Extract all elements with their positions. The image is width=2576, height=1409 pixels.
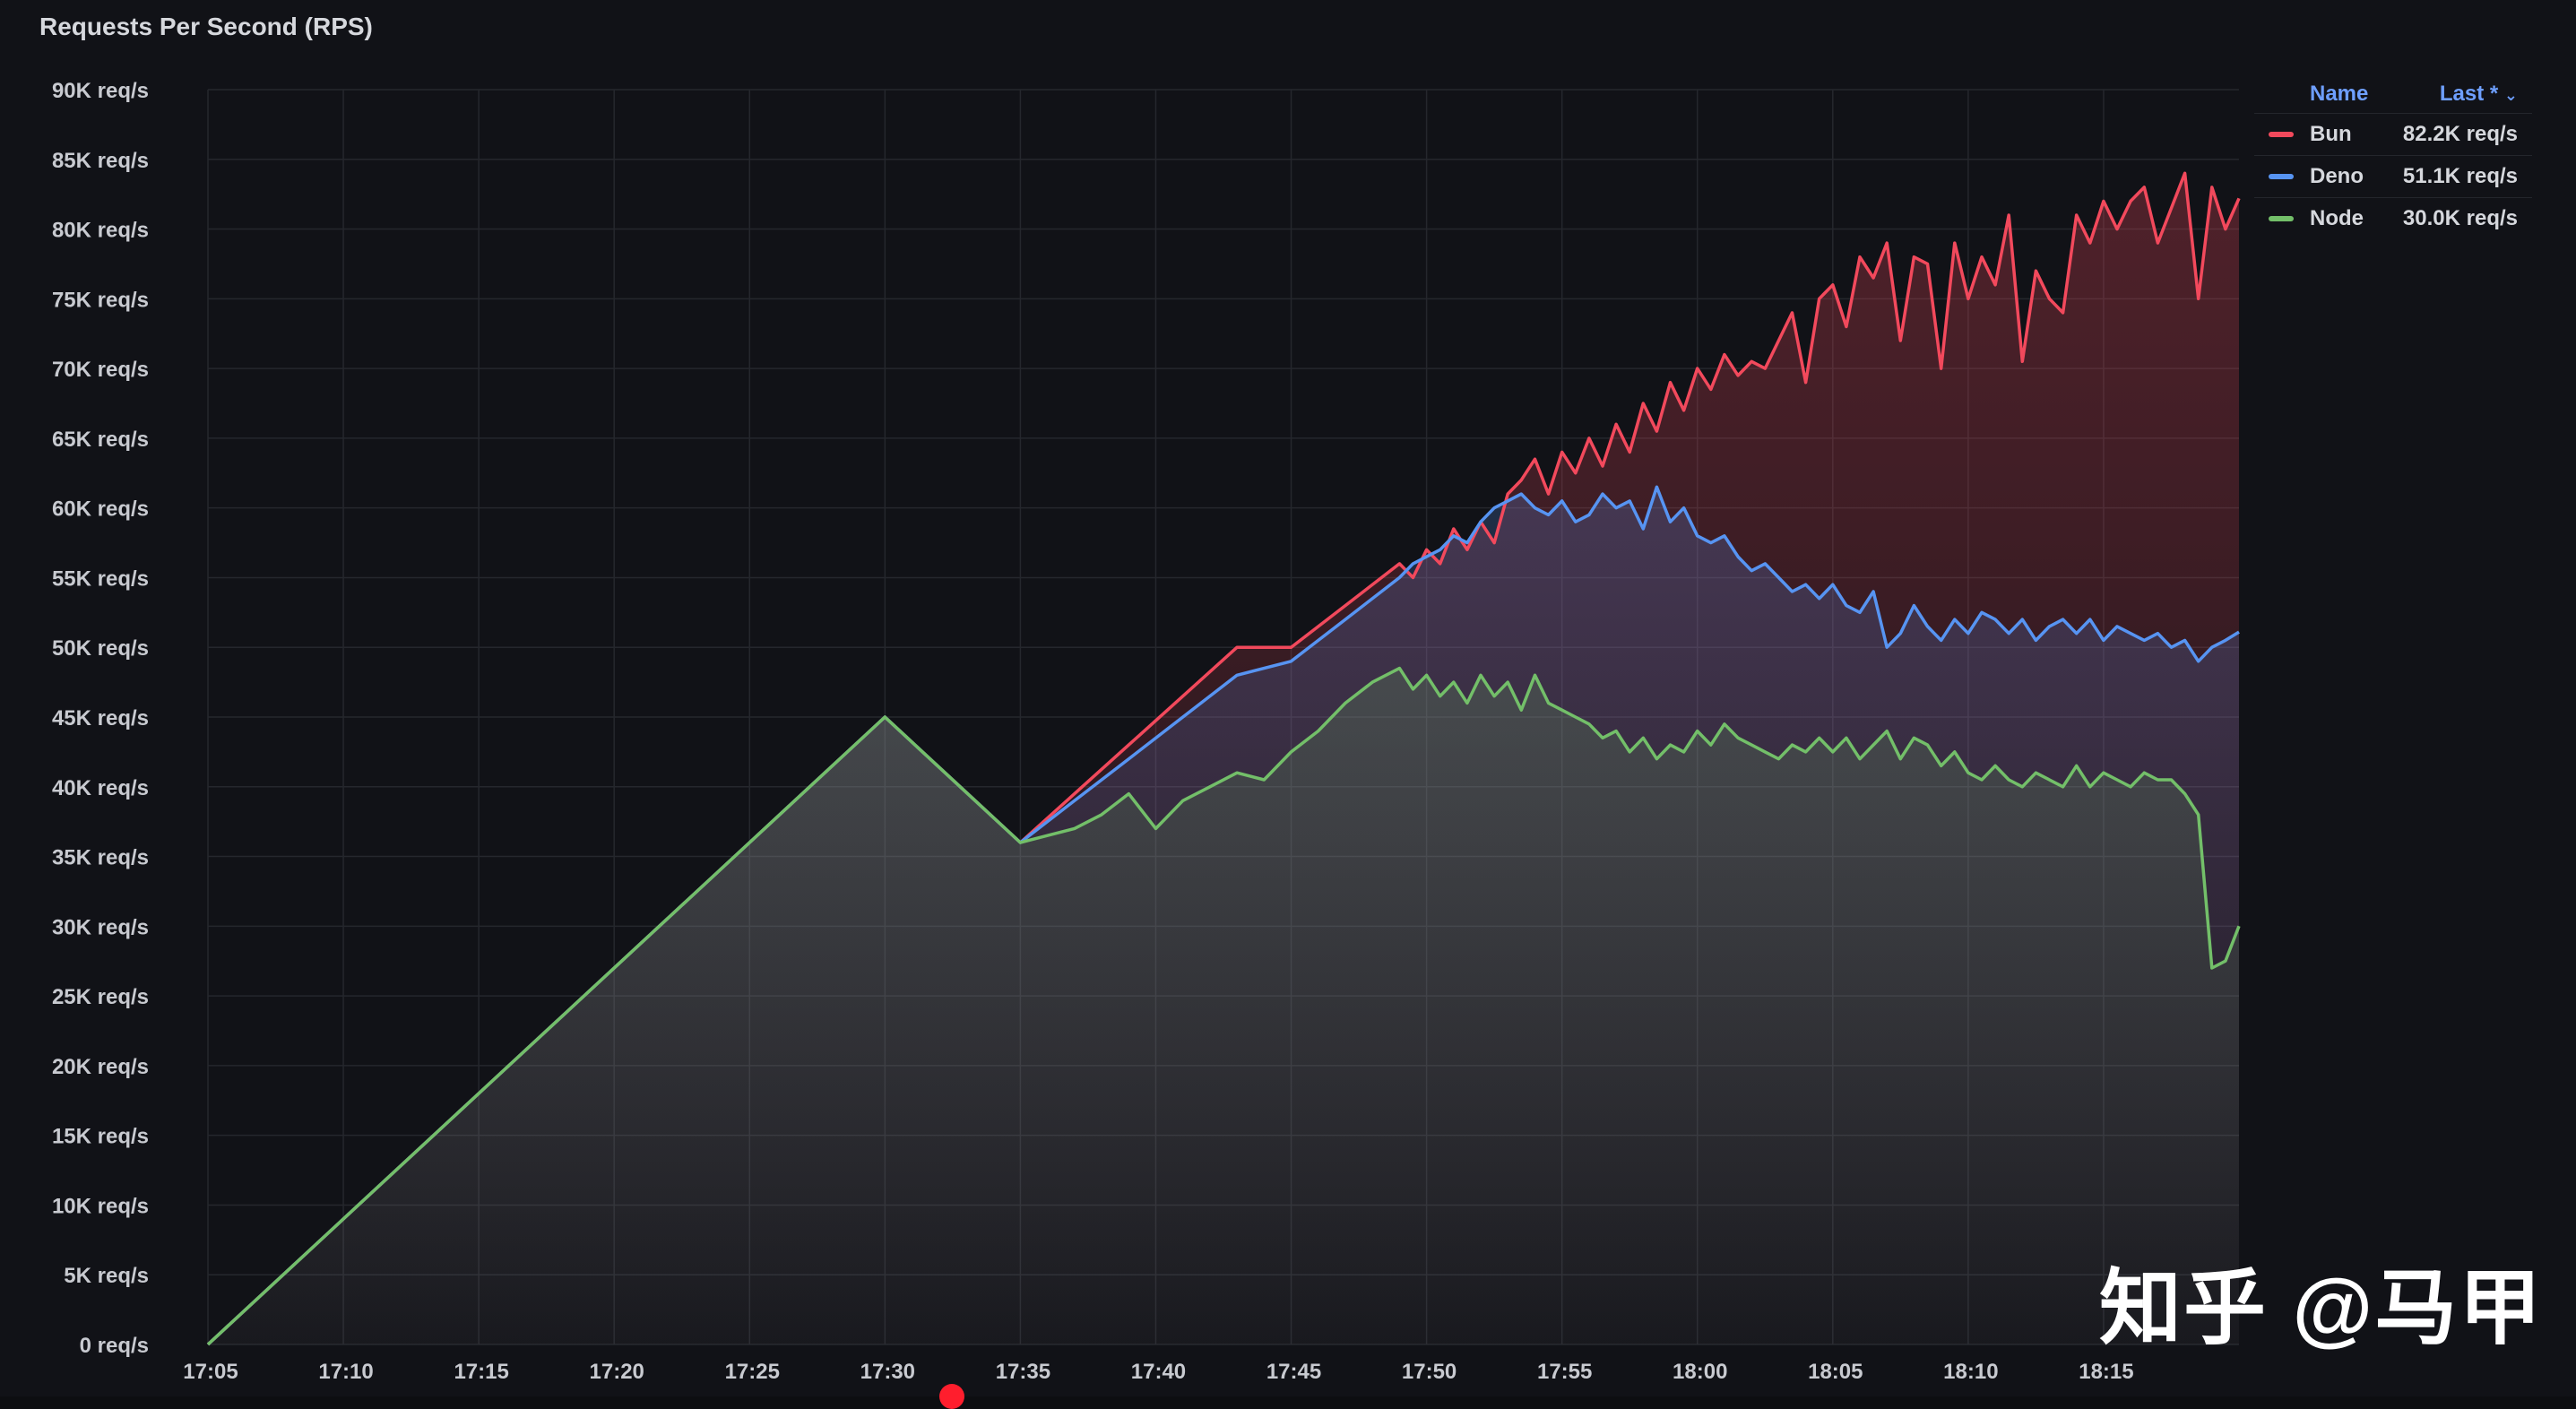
- video-playhead[interactable]: [939, 1384, 964, 1409]
- x-tick-label: 18:05: [1808, 1360, 1863, 1384]
- y-tick-label: 20K req/s: [52, 1055, 149, 1079]
- legend-item-name: Deno: [2310, 164, 2364, 188]
- x-tick-label: 17:35: [996, 1360, 1050, 1384]
- x-tick-label: 17:25: [725, 1360, 780, 1384]
- x-tick-label: 17:10: [318, 1360, 373, 1384]
- legend-swatch: [2269, 132, 2294, 137]
- y-tick-label: 15K req/s: [52, 1125, 149, 1149]
- legend-swatch: [2269, 216, 2294, 221]
- y-tick-label: 70K req/s: [52, 358, 149, 382]
- legend: Name Last * ⌄ Bun 82.2K req/s Deno 51.1K re…: [2254, 75, 2532, 239]
- legend-swatch: [2269, 174, 2294, 179]
- x-axis: 17:05 17:10 17:15 17:20 17:25 17:30 17:35 17:40…: [183, 1360, 2133, 1384]
- legend-item-last-value: 82.2K req/s: [2402, 122, 2518, 146]
- legend-rows: Bun 82.2K req/s Deno 51.1K req/s Node 30.0K r…: [2254, 113, 2532, 239]
- y-tick-label: 75K req/s: [52, 288, 149, 312]
- series-line-deno[interactable]: [206, 485, 2240, 1346]
- y-tick-label: 80K req/s: [52, 219, 149, 243]
- legend-item-name: Node: [2310, 206, 2364, 230]
- x-tick-label: 17:20: [590, 1360, 644, 1384]
- watermark: 知乎 @马甲: [2099, 1263, 2544, 1354]
- y-tick-label: 5K req/s: [64, 1264, 149, 1288]
- y-tick-label: 40K req/s: [52, 776, 149, 800]
- legend-last-header[interactable]: Last * ⌄: [2440, 82, 2518, 107]
- y-tick-label: 55K req/s: [52, 566, 149, 591]
- panel-title: Requests Per Second (RPS): [39, 13, 373, 40]
- x-tick-label: 18:00: [1673, 1360, 1727, 1384]
- legend-last-header-label: Last *: [2439, 82, 2499, 106]
- x-tick-label: 17:45: [1266, 1360, 1321, 1384]
- legend-header: Name Last * ⌄: [2254, 75, 2532, 113]
- y-tick-label: 50K req/s: [52, 636, 149, 661]
- x-tick-label: 17:15: [454, 1360, 508, 1384]
- legend-name-header[interactable]: Name: [2310, 82, 2369, 106]
- x-tick-label: 17:50: [1402, 1360, 1457, 1384]
- legend-item-last-value: 30.0K req/s: [2402, 206, 2518, 230]
- y-tick-label: 35K req/s: [52, 846, 149, 870]
- line-layer: [206, 171, 2241, 1346]
- legend-item-node[interactable]: Node 30.0K req/s: [2254, 197, 2532, 239]
- area-layer: [208, 173, 2239, 1344]
- y-tick-label: 60K req/s: [52, 497, 149, 522]
- y-tick-label: 90K req/s: [52, 79, 149, 103]
- y-tick-label: 10K req/s: [52, 1194, 149, 1218]
- x-tick-label: 17:30: [860, 1360, 915, 1384]
- y-tick-label: 30K req/s: [52, 915, 149, 939]
- series-line-bun[interactable]: [206, 171, 2241, 1346]
- y-axis: 0 req/s 5K req/s 10K req/s 15K req/s 20K req…: [52, 79, 149, 1358]
- x-tick-label: 17:55: [1537, 1360, 1592, 1384]
- chevron-down-icon: ⌄: [2503, 86, 2518, 104]
- y-tick-label: 45K req/s: [52, 706, 149, 730]
- x-tick-label: 17:40: [1131, 1360, 1186, 1384]
- legend-item-bun[interactable]: Bun 82.2K req/s: [2254, 113, 2532, 155]
- x-tick-label: 18:15: [2079, 1360, 2133, 1384]
- legend-item-deno[interactable]: Deno 51.1K req/s: [2254, 155, 2532, 197]
- y-tick-label: 65K req/s: [52, 428, 149, 452]
- series-area-node: [208, 668, 2239, 1344]
- y-tick-label: 85K req/s: [52, 149, 149, 173]
- legend-item-last-value: 51.1K req/s: [2402, 164, 2518, 188]
- y-tick-label: 25K req/s: [52, 985, 149, 1009]
- x-tick-label: 17:05: [183, 1360, 238, 1384]
- legend-item-name: Bun: [2310, 122, 2352, 146]
- y-tick-label: 0 req/s: [80, 1334, 149, 1358]
- series-line-node[interactable]: [206, 666, 2241, 1346]
- x-tick-label: 18:10: [1943, 1360, 1998, 1384]
